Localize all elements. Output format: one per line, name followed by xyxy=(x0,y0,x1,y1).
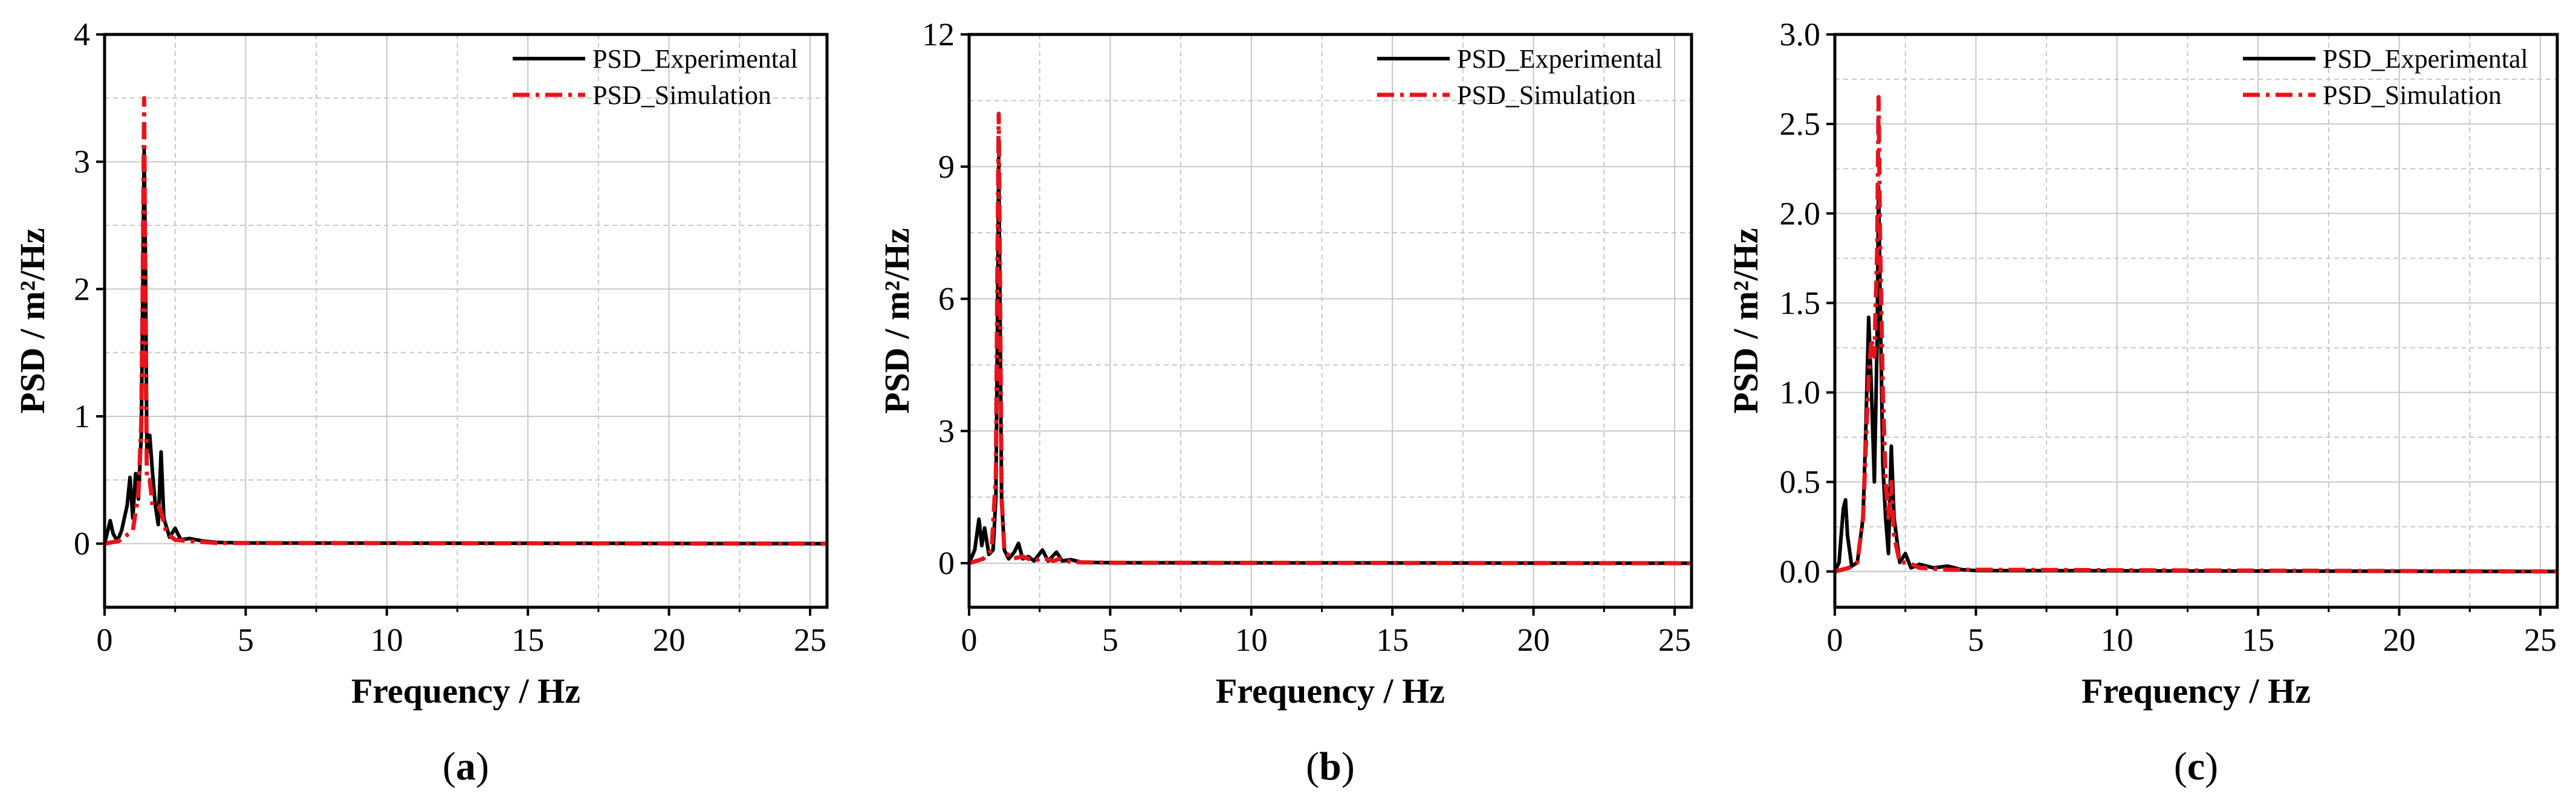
x-tick-label: 25 xyxy=(1658,622,1691,658)
series-line-simulation xyxy=(968,111,1692,566)
x-tick-label: 15 xyxy=(1376,622,1409,658)
y-axis-title: PSD / m²/Hz xyxy=(13,228,52,413)
x-tick-label: 0 xyxy=(961,622,978,658)
x-tick-label: 10 xyxy=(371,622,403,658)
y-tick-label: 1.0 xyxy=(1780,375,1821,411)
y-tick-label: 3.0 xyxy=(1780,16,1821,53)
series-line-experimental xyxy=(967,156,1692,566)
legend-label-experimental: PSD_Experimental xyxy=(592,44,798,74)
plot-frame xyxy=(103,33,829,609)
y-axis-title: PSD / m²/Hz xyxy=(877,228,917,413)
chart-panel-b: 0 5 10 15 20 25 0 3 6 9 12 Frequency / Hz PSD / m²/H… xyxy=(877,16,1693,789)
series-line-experimental xyxy=(103,147,828,546)
legend: PSD_Experimental PSD_Simulation xyxy=(2243,44,2528,110)
y-tick-label: 2.5 xyxy=(1780,106,1821,142)
legend-label-experimental: PSD_Experimental xyxy=(2323,44,2528,74)
x-tick-label: 5 xyxy=(1968,622,1984,658)
y-tick-label: 1.5 xyxy=(1780,285,1821,321)
caption-letter: a xyxy=(456,744,476,789)
y-tick-label: 12 xyxy=(922,16,955,53)
caption-letter: b xyxy=(1319,744,1342,789)
x-axis-title: Frequency / Hz xyxy=(1216,671,1445,711)
x-tick-label: 20 xyxy=(2383,622,2416,658)
x-tick-label: 10 xyxy=(2101,622,2133,658)
y-tick-label: 0.0 xyxy=(1780,553,1821,590)
series-line-simulation xyxy=(1834,95,2558,574)
y-tick-label: 2 xyxy=(74,271,90,307)
chart-panel-a: 0 5 10 15 20 25 0 1 2 3 4 Frequency / Hz PSD / m²/Hz… xyxy=(13,16,829,789)
legend: PSD_Experimental PSD_Simulation xyxy=(513,44,798,110)
y-tick-label: 3 xyxy=(938,413,955,449)
y-tick-label: 1 xyxy=(74,398,90,434)
chart-panel-c: 0 5 10 15 20 25 0.0 0.5 1.0 1.5 2.0 2.5 3.0 Frequency… xyxy=(1726,16,2559,789)
series-line-simulation xyxy=(104,95,828,546)
x-tick-label: 5 xyxy=(238,622,254,658)
x-tick-label: 0 xyxy=(97,622,113,658)
x-tick-label: 25 xyxy=(794,622,826,658)
y-tick-label: 0.5 xyxy=(1780,464,1821,500)
legend: PSD_Experimental PSD_Simulation xyxy=(1377,44,1663,110)
plot-frame xyxy=(967,33,1693,609)
y-axis-title: PSD / m²/Hz xyxy=(1726,228,1765,413)
y-tick-label: 0 xyxy=(74,526,90,562)
legend-label-simulation: PSD_Simulation xyxy=(592,80,771,110)
x-tick-label: 20 xyxy=(653,622,686,658)
panel-caption: (b) xyxy=(1306,744,1355,789)
x-tick-label: 15 xyxy=(511,622,544,658)
legend-label-experimental: PSD_Experimental xyxy=(1457,44,1663,74)
x-axis-title: Frequency / Hz xyxy=(2081,671,2311,711)
x-tick-label: 25 xyxy=(2524,622,2557,658)
legend-label-simulation: PSD_Simulation xyxy=(2323,80,2502,110)
y-tick-label: 0 xyxy=(938,545,955,581)
y-tick-label: 9 xyxy=(938,149,955,185)
legend-label-simulation: PSD_Simulation xyxy=(1457,80,1636,110)
y-tick-label: 6 xyxy=(938,281,955,317)
panel-caption: (c) xyxy=(2174,744,2218,789)
x-tick-label: 0 xyxy=(1827,622,1843,658)
caption-letter: c xyxy=(2187,744,2205,789)
x-tick-label: 15 xyxy=(2242,622,2274,658)
x-tick-label: 5 xyxy=(1102,622,1118,658)
x-axis-title: Frequency / Hz xyxy=(351,671,580,711)
plot-frame xyxy=(1833,33,2559,609)
y-tick-label: 2.0 xyxy=(1780,195,1821,231)
x-tick-label: 10 xyxy=(1235,622,1268,658)
y-tick-label: 4 xyxy=(74,16,90,53)
x-tick-label: 20 xyxy=(1517,622,1550,658)
panel-caption: (a) xyxy=(443,744,489,789)
y-tick-label: 3 xyxy=(74,144,90,180)
series-line-experimental xyxy=(1833,184,2558,573)
